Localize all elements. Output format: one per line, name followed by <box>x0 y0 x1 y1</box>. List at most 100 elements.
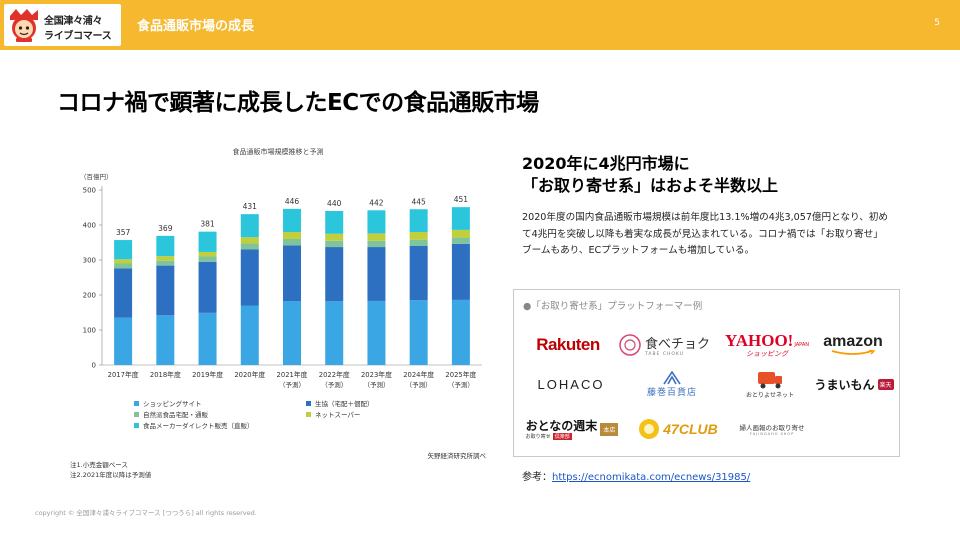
bar-total-label: 431 <box>243 202 258 211</box>
otoriyose-net-logo[interactable]: おとりよせネット <box>730 366 810 402</box>
x-tick-label: 2019年度 <box>192 370 223 379</box>
legend-label: ショッピングサイト <box>143 399 202 408</box>
bar-segment <box>156 256 175 261</box>
otoriyose-name: おとりよせネット <box>745 391 794 399</box>
bar-segment <box>409 239 428 246</box>
y-tick-label: 200 <box>83 292 96 300</box>
bar-segment <box>156 260 175 266</box>
bar-segment <box>156 265 175 316</box>
bar-segment <box>283 232 301 239</box>
legend-swatch <box>306 412 311 417</box>
yahoo-name: YAHOO! <box>725 330 794 350</box>
chart-source: 矢野経済研究所調べ <box>428 451 487 460</box>
fujingaho-sub: FUJINGAHO SHOP <box>749 432 795 436</box>
rakuten-logo[interactable]: Rakuten <box>528 330 608 360</box>
legend-label: ネットスーパー <box>315 411 360 419</box>
47club-name: 47CLUB <box>663 421 718 437</box>
legend-swatch <box>306 401 311 406</box>
bar-total-label: 445 <box>412 197 427 206</box>
x-tick-label: 2020年度 <box>234 370 265 379</box>
bar-total-label: 442 <box>369 198 384 207</box>
amazon-smile-icon <box>831 350 876 355</box>
x-tick-note: （予測） <box>321 380 347 389</box>
chart-note: 注2.2021年度以降は予測値 <box>70 470 152 479</box>
chart-note: 注1.小売金額ベース <box>70 460 128 469</box>
bar-total-label: 446 <box>285 197 300 206</box>
yahoo-sub2: ショッピング <box>746 349 788 358</box>
lohaco-name: LOHACO <box>537 376 605 392</box>
bar-total-label: 369 <box>158 224 173 233</box>
rakuten-logo-text: Rakuten <box>536 335 600 354</box>
umaimon-logo[interactable]: うまいもん 楽天 <box>812 370 896 398</box>
y-tick-label: 400 <box>83 222 96 230</box>
bar-segment <box>451 299 470 365</box>
bar-segment <box>198 312 217 365</box>
bar-segment <box>451 229 470 238</box>
x-tick-note: （予測） <box>406 380 432 389</box>
otonano-name: おとなの週末 <box>525 418 598 433</box>
yahoo-sub: JAPAN <box>794 341 809 348</box>
fujimaki-logo[interactable]: 藤巻百貨店 <box>626 366 718 402</box>
copyright-notice: copyright © 全国津々浦々ライブコマース [つつうら] all rig… <box>35 509 257 517</box>
bar-segment <box>325 301 344 365</box>
x-tick-label: 2017年度 <box>108 370 139 379</box>
bar-segment <box>367 300 386 365</box>
y-tick-label: 100 <box>83 327 96 335</box>
bar-segment <box>451 207 470 230</box>
bar-segment <box>325 240 344 248</box>
bar-total-label: 451 <box>454 195 469 204</box>
otonano-shumatsu-logo[interactable]: おとなの週末 お取り寄せ 倶楽部 本店 <box>520 412 624 446</box>
bar-segment <box>325 233 344 241</box>
bar-total-label: 357 <box>116 228 131 237</box>
logo-text-line2: ライブコマース <box>44 31 112 42</box>
47club-mark-icon <box>639 419 660 439</box>
bar-segment <box>198 256 217 262</box>
bar-segment <box>114 259 133 264</box>
headline: 2020年に4兆円市場に 「お取り寄せ系」はおよそ半数以上 <box>522 153 922 197</box>
47club-logo[interactable]: 47CLUB <box>630 414 726 444</box>
bar-segment <box>367 247 386 301</box>
lohaco-logo[interactable]: LOHACO <box>526 370 616 398</box>
x-tick-note: （予測） <box>448 380 474 389</box>
bar-segment <box>114 268 133 318</box>
amazon-name: amazon <box>823 333 883 350</box>
bar-segment <box>367 233 386 241</box>
bar-segment <box>240 214 259 238</box>
x-tick-label: 2018年度 <box>150 370 181 379</box>
x-tick-label: 2025年度 <box>445 370 476 379</box>
mascot-icon <box>10 9 38 42</box>
y-tick-label: 500 <box>83 187 96 195</box>
platform-caption: ●「お取り寄せ系」プラットフォーマー例 <box>523 301 703 312</box>
headline-line2: 「お取り寄せ系」はおよそ半数以上 <box>522 176 779 195</box>
bar-segment <box>240 305 259 365</box>
bar-segment <box>114 240 133 260</box>
chart-svg: 食品通販市場規模推移と予測 （百億円） 0 100 200 300 400 500 357 201… <box>70 147 487 479</box>
x-tick-label: 2022年度 <box>319 370 350 379</box>
x-tick-label: 2021年度 <box>277 370 308 379</box>
reference-line: 参考：https://ecnomikata.com/ecnews/31985/ <box>522 468 750 483</box>
bar-segment <box>409 209 428 232</box>
logo-text-line1: 全国津々浦々 <box>44 16 103 27</box>
bar-segment <box>367 210 386 234</box>
bar-total-label: 440 <box>327 199 342 208</box>
tabechoku-icon <box>619 334 641 356</box>
bar-segment <box>451 237 470 244</box>
fujingaho-logo[interactable]: 婦人画報のお取り寄せ FUJINGAHO SHOP <box>724 414 820 444</box>
x-tick-note: （予測） <box>363 380 389 389</box>
bar-segment <box>156 315 175 365</box>
bar-segment <box>409 232 428 240</box>
tabechoku-logo[interactable]: 食べチョク TABE CHOKU <box>614 328 714 362</box>
otonano-sub: お取り寄せ <box>525 433 551 440</box>
chart-unit-label: （百億円） <box>80 172 113 181</box>
company-logo[interactable]: 全国津々浦々 ライブコマース <box>4 4 121 46</box>
reference-link[interactable]: https://ecnomikata.com/ecnews/31985/ <box>552 472 751 483</box>
x-tick-note: （予測） <box>279 380 305 389</box>
reference-label: 参考： <box>522 472 552 483</box>
amazon-logo[interactable]: amazon <box>812 330 894 360</box>
body-paragraph: 2020年度の国内食品通販市場規模は前年度比13.1%増の4兆3,057億円とな… <box>522 212 889 256</box>
bar-segment <box>283 208 301 232</box>
bar-segment <box>198 251 217 257</box>
otonano-sub2: 倶楽部 <box>552 432 572 440</box>
y-tick-label: 300 <box>83 257 96 265</box>
yahoo-shopping-logo[interactable]: YAHOO! JAPAN ショッピング <box>722 328 812 362</box>
